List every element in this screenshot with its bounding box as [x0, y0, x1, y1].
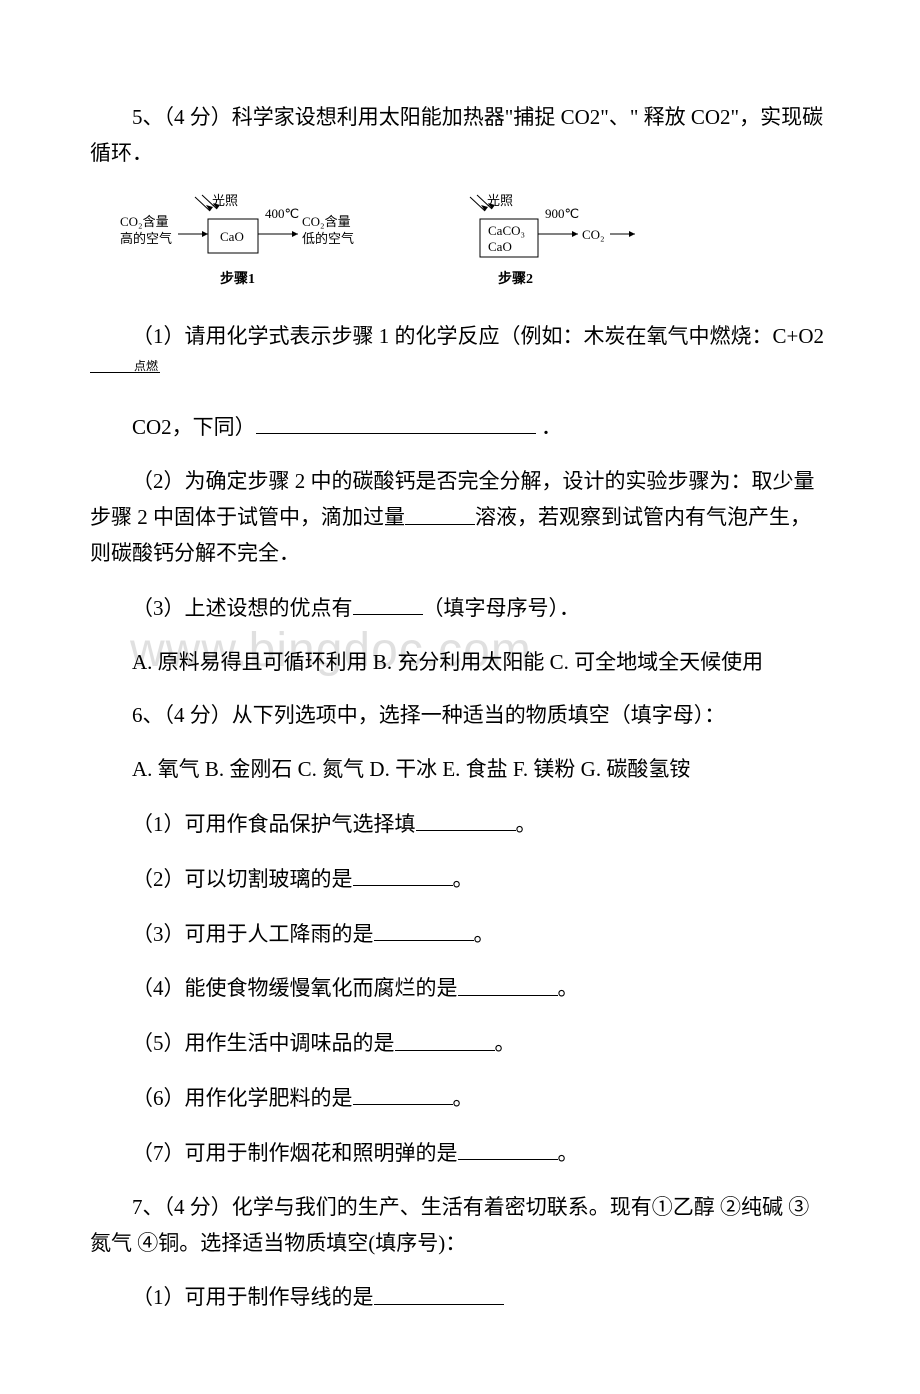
q6-i6-text: （6）用作化学肥料的是	[132, 1086, 353, 1110]
q7-blank1[interactable]	[374, 1279, 504, 1304]
q6-i1-suffix: 。	[516, 812, 537, 836]
q5-diagram: 光照 400℃ CO₂含量 高的空气 CaO CO₂含量 低的空气 步骤1 光照…	[120, 191, 830, 291]
q6-i7-suffix: 。	[558, 1141, 579, 1165]
q6-i7-text: （7）可用于制作烟花和照明弹的是	[132, 1141, 458, 1165]
step1-rtop: CO₂含量	[302, 214, 351, 229]
step2-temp: 900℃	[545, 206, 579, 221]
q6-options: A. 氧气 B. 金刚石 C. 氮气 D. 干冰 E. 食盐 F. 镁粉 G. …	[90, 752, 830, 788]
document-content: 5、（4 分）科学家设想利用太阳能加热器"捕捉 CO2"、" 释放 CO2"，实…	[90, 100, 830, 1316]
q7-i1: （1）可用于制作导线的是	[90, 1279, 830, 1316]
q6-blank2[interactable]	[353, 861, 453, 886]
step1-ltop: CO₂含量	[120, 214, 169, 229]
q6-i4-text: （4）能使食物缓慢氧化而腐烂的是	[132, 977, 458, 1001]
q6-i1-text: （1）可用作食品保护气选择填	[132, 812, 416, 836]
step2-label: 步骤2	[498, 270, 533, 287]
q6-i3-text: （3）可用于人工降雨的是	[132, 922, 374, 946]
diagram-step1: 光照 400℃ CO₂含量 高的空气 CaO CO₂含量 低的空气 步骤1	[120, 191, 390, 291]
step1-temp: 400℃	[265, 206, 299, 221]
q5-p3b-text: （填字母序号）．	[423, 596, 581, 620]
q6-i6: （6）用作化学肥料的是 。	[90, 1080, 830, 1117]
q5-part3: （3）上述设想的优点有 （填字母序号）．	[90, 590, 830, 627]
step2-boxbot: CaO	[488, 239, 512, 254]
q5-blank1[interactable]	[256, 409, 536, 434]
q6-i5-suffix: 。	[495, 1032, 516, 1056]
step2-right: CO₂	[582, 227, 605, 242]
q6-i4-suffix: 。	[558, 977, 579, 1001]
diagram-step2: 光照 900℃ CaCO₃ CaO CO₂ 步骤2	[440, 191, 650, 291]
q6-i7: （7）可用于制作烟花和照明弹的是 。	[90, 1135, 830, 1172]
q6-i3: （3）可用于人工降雨的是 。	[90, 916, 830, 953]
q5-blank2[interactable]	[405, 499, 475, 524]
step2-boxtop: CaCO₃	[488, 223, 525, 238]
q6-i3-suffix: 。	[474, 922, 495, 946]
q5-options: A. 原料易得且可循环利用 B. 充分利用太阳能 C. 可全地域全天候使用	[90, 645, 830, 681]
q6-blank1[interactable]	[416, 806, 516, 831]
q5-p3a-text: （3）上述设想的优点有	[132, 596, 353, 620]
q6-blank5[interactable]	[395, 1025, 495, 1050]
q5-p1a-text: （1）请用化学式表示步骤 1 的化学反应（例如：木炭在氧气中燃烧：C+O2	[132, 324, 824, 348]
q6-i4: （4）能使食物缓慢氧化而腐烂的是 。	[90, 970, 830, 1007]
q6-i1: （1）可用作食品保护气选择填 。	[90, 806, 830, 843]
q6-blank7[interactable]	[458, 1135, 558, 1160]
q6-i5: （5）用作生活中调味品的是 。	[90, 1025, 830, 1062]
q7-i1-text: （1）可用于制作导线的是	[132, 1286, 374, 1310]
q6-i2-text: （2）可以切割玻璃的是	[132, 867, 353, 891]
q5-part2: （2）为确定步骤 2 中的碳酸钙是否完全分解，设计的实验步骤为：取少量步骤 2 …	[90, 464, 830, 572]
q5-stem: 5、（4 分）科学家设想利用太阳能加热器"捕捉 CO2"、" 释放 CO2"，实…	[90, 100, 830, 171]
q6-blank3[interactable]	[374, 916, 474, 941]
q6-i2-suffix: 。	[453, 867, 474, 891]
q5-p1b-suffix: ．	[541, 415, 562, 439]
step1-lbot: 高的空气	[120, 231, 172, 246]
q6-i5-text: （5）用作生活中调味品的是	[132, 1032, 395, 1056]
q6-i2: （2）可以切割玻璃的是 。	[90, 861, 830, 898]
step1-label: 步骤1	[220, 270, 255, 287]
q5-part1a: （1）请用化学式表示步骤 1 的化学反应（例如：木炭在氧气中燃烧：C+O2 点燃	[90, 319, 830, 390]
q5-part1b: CO2，下同） ．	[90, 409, 830, 446]
q6-stem: 6、（4 分）从下列选项中，选择一种适当的物质填空（填字母）：	[90, 698, 830, 734]
q7-stem: 7、（4 分）化学与我们的生产、生活有着密切联系。现有①乙醇 ②纯碱 ③氮气 ④…	[90, 1190, 830, 1261]
q5-condition: 点燃	[90, 360, 160, 373]
q5-blank3[interactable]	[353, 590, 423, 615]
q6-blank4[interactable]	[458, 970, 558, 995]
q6-i6-suffix: 。	[453, 1086, 474, 1110]
step1-rbot: 低的空气	[302, 231, 354, 246]
step1-box: CaO	[220, 229, 244, 244]
q5-p1b-prefix: CO2，下同）	[132, 415, 256, 439]
q6-blank6[interactable]	[353, 1080, 453, 1105]
